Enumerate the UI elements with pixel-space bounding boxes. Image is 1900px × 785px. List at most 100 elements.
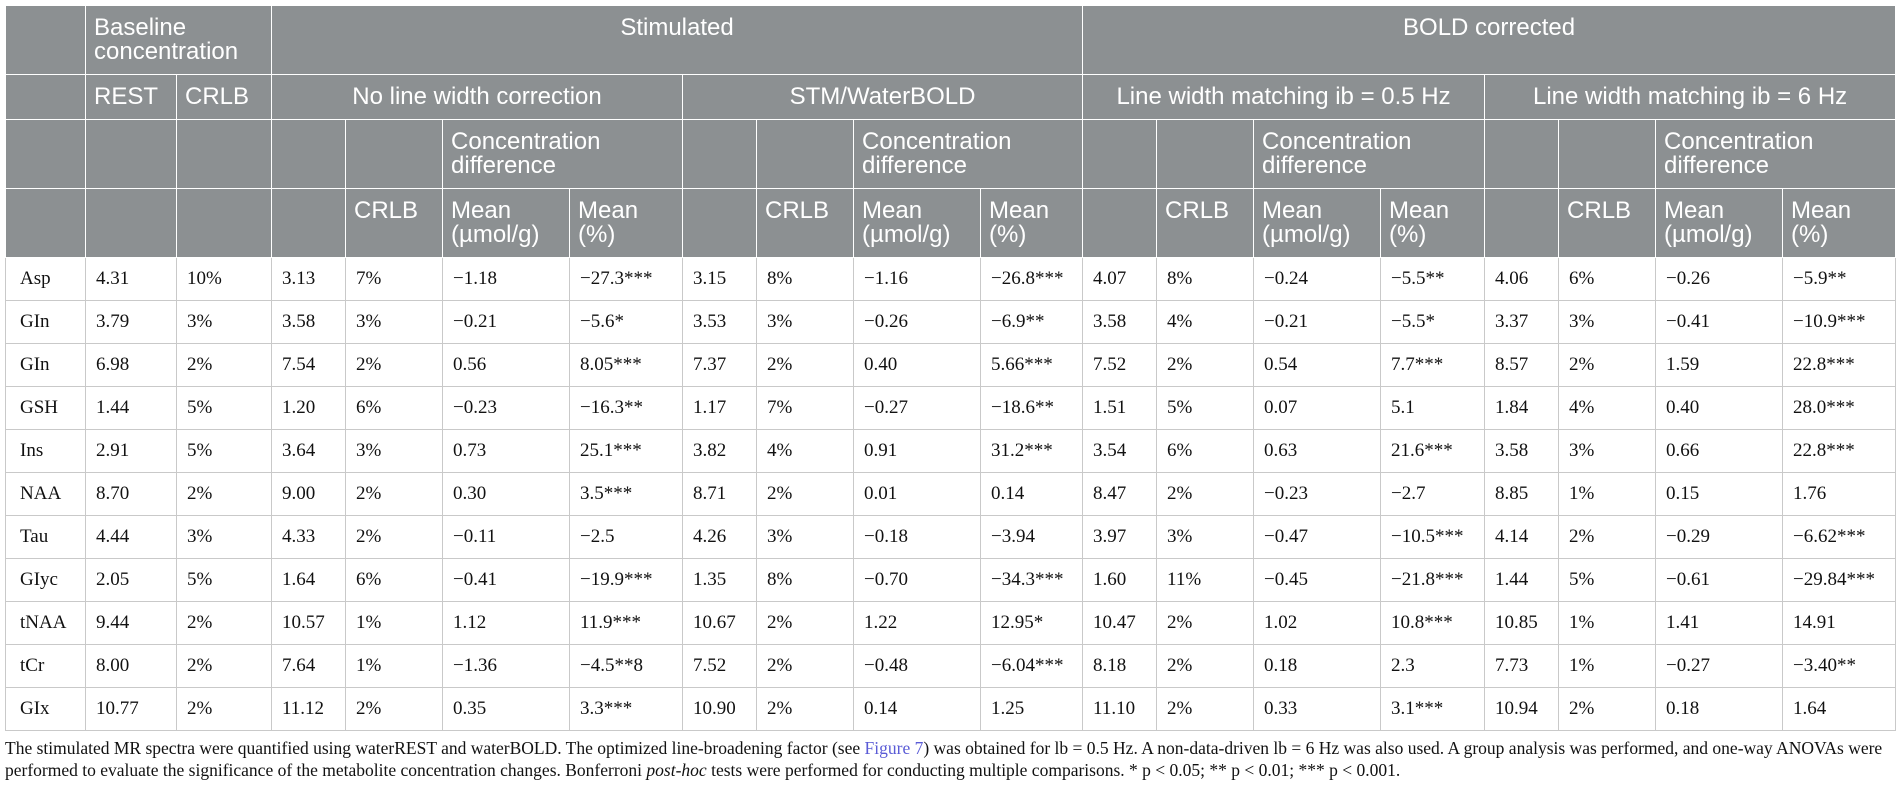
header-line-width-0-5hz: Line width matching ib = 0.5 Hz bbox=[1082, 74, 1486, 120]
header-empty bbox=[271, 188, 347, 258]
table-cell: 5% bbox=[175, 558, 273, 602]
header-crlb: CRLB bbox=[175, 74, 273, 120]
table-cell: 0.18 bbox=[1655, 687, 1784, 731]
table-cell: 5% bbox=[175, 429, 273, 473]
header-row-groups: Baseline concentration Stimulated BOLD c… bbox=[5, 5, 1897, 75]
table-cell: 1.44 bbox=[1484, 558, 1560, 602]
table-cell: −2.7 bbox=[1380, 472, 1486, 516]
header-row-conc-diff: Concentration difference Concentration d… bbox=[5, 119, 1897, 189]
header-empty bbox=[5, 5, 86, 75]
table-cell: −0.45 bbox=[1253, 558, 1382, 602]
table-cell: −5.9** bbox=[1782, 257, 1897, 301]
table-cell: 0.07 bbox=[1253, 386, 1382, 430]
table-cell: −0.23 bbox=[1253, 472, 1382, 516]
metabolite-name-cell: NAA bbox=[5, 472, 86, 516]
table-cell: 4.44 bbox=[85, 515, 177, 559]
table-cell: 3.13 bbox=[271, 257, 347, 301]
table-cell: 6% bbox=[1156, 429, 1255, 473]
table-cell: 7.64 bbox=[271, 644, 347, 688]
table-cell: −0.11 bbox=[442, 515, 571, 559]
table-cell: 1% bbox=[1558, 472, 1657, 516]
table-cell: 1.84 bbox=[1484, 386, 1560, 430]
table-row: Asp 4.31 10% 3.13 7% −1.18 −27.3*** 3.15 8% −1.16… bbox=[5, 257, 1897, 301]
header-empty bbox=[1558, 119, 1657, 189]
table-cell: 21.6*** bbox=[1380, 429, 1486, 473]
header-empty bbox=[345, 119, 444, 189]
header-row-measures: CRLB Mean (µmol/g) Mean (%) CRLB Mean (µ… bbox=[5, 188, 1897, 258]
table-cell: 9.44 bbox=[85, 601, 177, 645]
table-cell: 2% bbox=[1156, 601, 1255, 645]
table-cell: −0.41 bbox=[1655, 300, 1784, 344]
table-cell: 1% bbox=[1558, 601, 1657, 645]
table-row: GIx 10.77 2% 11.12 2% 0.35 3.3*** 10.90 2% 0.14 1.… bbox=[5, 687, 1897, 731]
table-cell: −0.21 bbox=[442, 300, 571, 344]
header-empty bbox=[1484, 119, 1560, 189]
table-cell: 10.90 bbox=[682, 687, 758, 731]
table-cell: 1.12 bbox=[442, 601, 571, 645]
table-cell: 8% bbox=[1156, 257, 1255, 301]
header-mean-umol: Mean (µmol/g) bbox=[1655, 188, 1784, 258]
table-cell: 4% bbox=[1156, 300, 1255, 344]
table-cell: 2% bbox=[1156, 644, 1255, 688]
header-stimulated: Stimulated bbox=[271, 5, 1084, 75]
table-cell: 2.91 bbox=[85, 429, 177, 473]
table-cell: −34.3*** bbox=[980, 558, 1084, 602]
table-cell: 0.66 bbox=[1655, 429, 1784, 473]
table-row: NAA 8.70 2% 9.00 2% 0.30 3.5*** 8.71 2% 0.01 0.14 8… bbox=[5, 472, 1897, 516]
table-cell: 7.52 bbox=[1082, 343, 1158, 387]
figure-7-link[interactable]: Figure 7 bbox=[864, 738, 924, 758]
table-cell: 3.1*** bbox=[1380, 687, 1486, 731]
metabolite-name-cell: GIx bbox=[5, 687, 86, 731]
table-cell: 10.8*** bbox=[1380, 601, 1486, 645]
table-cell: −0.61 bbox=[1655, 558, 1784, 602]
table-cell: −1.36 bbox=[442, 644, 571, 688]
table-cell: −1.18 bbox=[442, 257, 571, 301]
table-cell: 8.18 bbox=[1082, 644, 1158, 688]
table-cell: 3% bbox=[1558, 429, 1657, 473]
table-cell: 2.3 bbox=[1380, 644, 1486, 688]
table-cell: 3% bbox=[1558, 300, 1657, 344]
table-cell: 10.57 bbox=[271, 601, 347, 645]
table-cell: 0.18 bbox=[1253, 644, 1382, 688]
table-cell: 9.00 bbox=[271, 472, 347, 516]
table-cell: 1.17 bbox=[682, 386, 758, 430]
table-cell: 0.01 bbox=[853, 472, 982, 516]
header-empty bbox=[682, 188, 758, 258]
table-row: Ins 2.91 5% 3.64 3% 0.73 25.1*** 3.82 4% 0.91 31.2… bbox=[5, 429, 1897, 473]
table-cell: 1% bbox=[345, 644, 444, 688]
table-cell: 0.40 bbox=[1655, 386, 1784, 430]
metabolite-name-cell: Asp bbox=[5, 257, 86, 301]
table-cell: 11.10 bbox=[1082, 687, 1158, 731]
table-cell: 8.57 bbox=[1484, 343, 1560, 387]
table-cell: 0.35 bbox=[442, 687, 571, 731]
header-mean-umol: Mean (µmol/g) bbox=[442, 188, 571, 258]
table-cell: 2% bbox=[1156, 687, 1255, 731]
table-cell: 3.79 bbox=[85, 300, 177, 344]
table-cell: 1.02 bbox=[1253, 601, 1382, 645]
table-cell: 3.58 bbox=[271, 300, 347, 344]
table-cell: 1% bbox=[1558, 644, 1657, 688]
table-cell: 7% bbox=[756, 386, 855, 430]
table-cell: 2% bbox=[1558, 343, 1657, 387]
table-cell: 8.85 bbox=[1484, 472, 1560, 516]
footnote-text-3: tests were performed for conducting mult… bbox=[706, 760, 1401, 780]
table-cell: −0.41 bbox=[442, 558, 571, 602]
table-cell: −10.9*** bbox=[1782, 300, 1897, 344]
table-cell: 2% bbox=[175, 472, 273, 516]
table-cell: 4.14 bbox=[1484, 515, 1560, 559]
header-empty bbox=[1082, 119, 1158, 189]
table-cell: −3.94 bbox=[980, 515, 1084, 559]
table-cell: 7.37 bbox=[682, 343, 758, 387]
table-row: tCr 8.00 2% 7.64 1% −1.36 −4.5**8 7.52 2% −0.48 −6… bbox=[5, 644, 1897, 688]
header-crlb: CRLB bbox=[1156, 188, 1255, 258]
table-cell: 10.94 bbox=[1484, 687, 1560, 731]
table-cell: −0.27 bbox=[1655, 644, 1784, 688]
table-cell: 2% bbox=[756, 644, 855, 688]
table-cell: 22.8*** bbox=[1782, 343, 1897, 387]
table-cell: 4% bbox=[1558, 386, 1657, 430]
table-cell: 3.82 bbox=[682, 429, 758, 473]
table-footnote: The stimulated MR spectra were quantifie… bbox=[5, 737, 1895, 781]
table-cell: −0.23 bbox=[442, 386, 571, 430]
header-concentration-difference: Concentration difference bbox=[1253, 119, 1486, 189]
table-cell: 2% bbox=[1156, 343, 1255, 387]
